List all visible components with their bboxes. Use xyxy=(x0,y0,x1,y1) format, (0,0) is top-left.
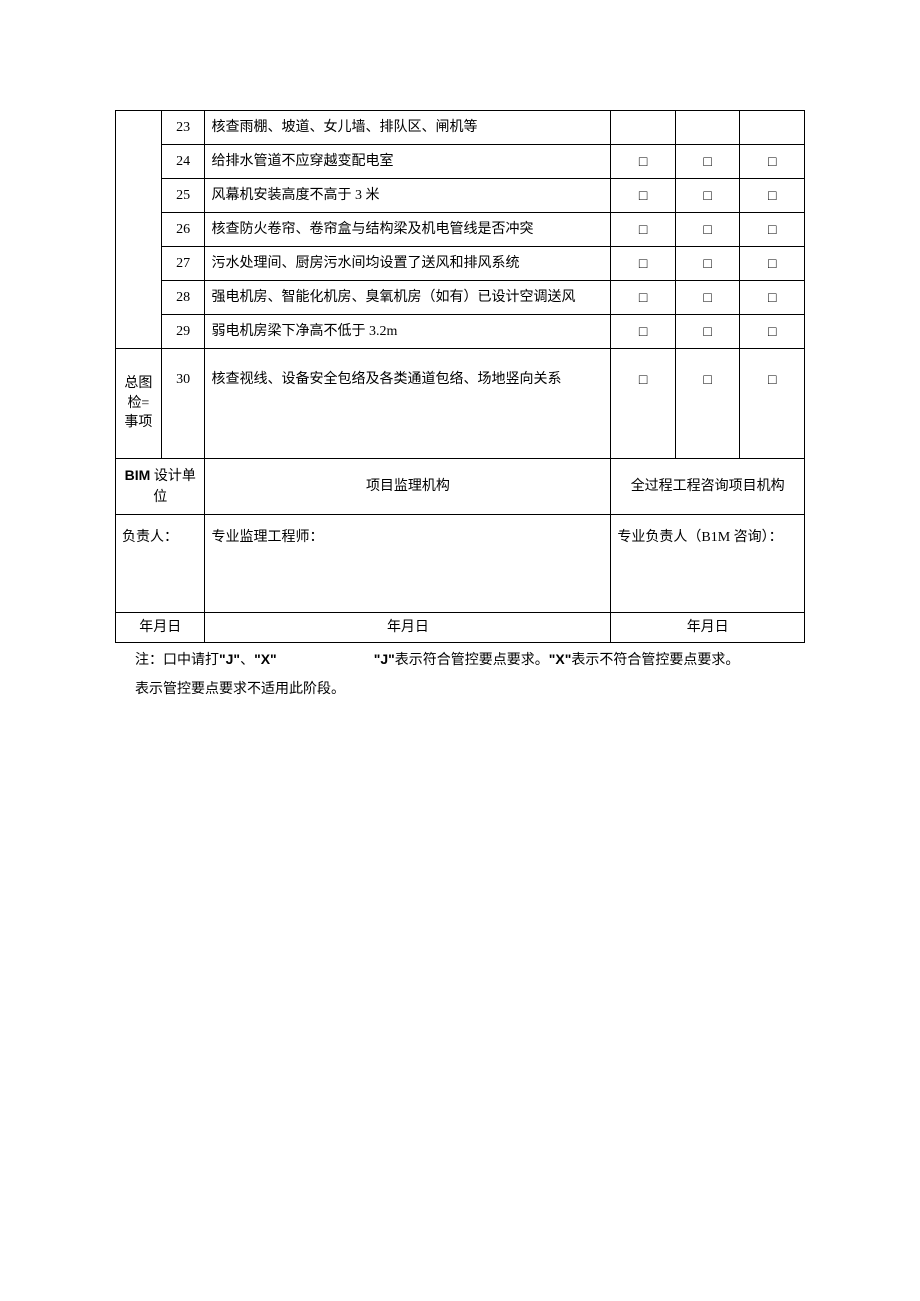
sig-consultant-label: 专业负责人（B1M 咨询）： xyxy=(617,527,798,548)
table-row: 23 核查雨棚、坡道、女儿墙、排队区、闸机等 xyxy=(116,111,805,145)
check-cell[interactable]: □ xyxy=(611,145,676,179)
category-line: 检= xyxy=(118,394,159,414)
check-cell[interactable]: □ xyxy=(740,247,805,281)
row-desc: 风幕机安装高度不高于 3 米 xyxy=(205,179,611,213)
check-cell[interactable]: □ xyxy=(675,145,740,179)
row-desc: 强电机房、智能化机房、臭氧机房（如有）已设计空调送风 xyxy=(205,281,611,315)
check-cell[interactable]: □ xyxy=(740,145,805,179)
row-desc: 核查视线、设备安全包络及各类通道包络、场地竖向关系 xyxy=(205,349,611,459)
sig-responsible-cell: 负责人： xyxy=(116,515,205,613)
check-cell[interactable]: □ xyxy=(611,315,676,349)
row-num: 23 xyxy=(161,111,205,145)
footnote-line2: 表示管控要点要求不适用此阶段。 xyxy=(115,677,805,702)
date-cell: 年月日 xyxy=(611,613,805,643)
row-num: 29 xyxy=(161,315,205,349)
check-cell[interactable]: □ xyxy=(740,315,805,349)
check-cell[interactable]: □ xyxy=(740,213,805,247)
sig-consultant-cell: 专业负责人（B1M 咨询）： xyxy=(611,515,805,613)
check-cell[interactable]: □ xyxy=(740,179,805,213)
header-supervision: 项目监理机构 xyxy=(205,459,611,515)
row-num: 30 xyxy=(161,349,205,459)
check-cell[interactable]: □ xyxy=(675,179,740,213)
date-cell: 年月日 xyxy=(116,613,205,643)
sig-engineer-label: 专业监理工程师： xyxy=(211,527,604,548)
row-num: 26 xyxy=(161,213,205,247)
row-desc: 给排水管道不应穿越变配电室 xyxy=(205,145,611,179)
signature-header-row: BIM 设计单位 项目监理机构 全过程工程咨询项目机构 xyxy=(116,459,805,515)
category-cell-empty xyxy=(116,111,162,349)
check-cell[interactable] xyxy=(611,111,676,145)
row-desc: 弱电机房梁下净高不低于 3.2m xyxy=(205,315,611,349)
check-cell[interactable]: □ xyxy=(675,247,740,281)
check-cell[interactable]: □ xyxy=(740,281,805,315)
sig-engineer-cell: 专业监理工程师： xyxy=(205,515,611,613)
date-row: 年月日 年月日 年月日 xyxy=(116,613,805,643)
table-row: 27 污水处理间、厨房污水间均设置了送风和排风系统 □ □ □ xyxy=(116,247,805,281)
row-num: 27 xyxy=(161,247,205,281)
row-desc: 核查防火卷帘、卷帘盒与结构梁及机电管线是否冲突 xyxy=(205,213,611,247)
row-desc: 污水处理间、厨房污水间均设置了送风和排风系统 xyxy=(205,247,611,281)
row-num: 24 xyxy=(161,145,205,179)
category-line: 事项 xyxy=(118,413,159,433)
check-cell[interactable]: □ xyxy=(611,349,676,459)
sig-responsible-label: 负责人： xyxy=(122,527,198,548)
header-bim: BIM 设计单位 xyxy=(116,459,205,515)
table-row: 28 强电机房、智能化机房、臭氧机房（如有）已设计空调送风 □ □ □ xyxy=(116,281,805,315)
signature-row: 负责人： 专业监理工程师： 专业负责人（B1M 咨询）： xyxy=(116,515,805,613)
check-cell[interactable]: □ xyxy=(740,349,805,459)
check-cell[interactable] xyxy=(740,111,805,145)
row-desc: 核查雨棚、坡道、女儿墙、排队区、闸机等 xyxy=(205,111,611,145)
check-cell[interactable]: □ xyxy=(611,213,676,247)
table-row: 26 核查防火卷帘、卷帘盒与结构梁及机电管线是否冲突 □ □ □ xyxy=(116,213,805,247)
table-row: 总图 检= 事项 30 核查视线、设备安全包络及各类通道包络、场地竖向关系 □ … xyxy=(116,349,805,459)
header-consulting: 全过程工程咨询项目机构 xyxy=(611,459,805,515)
check-cell[interactable]: □ xyxy=(611,179,676,213)
row-num: 28 xyxy=(161,281,205,315)
footnote-line1: 注：口中请打"J"、"X" "J"表示符合管控要点要求。"X"表示不符合管控要点… xyxy=(115,647,805,673)
check-cell[interactable]: □ xyxy=(675,315,740,349)
category-line: 总图 xyxy=(118,374,159,394)
row-num: 25 xyxy=(161,179,205,213)
table-row: 25 风幕机安装高度不高于 3 米 □ □ □ xyxy=(116,179,805,213)
category-cell: 总图 检= 事项 xyxy=(116,349,162,459)
check-cell[interactable]: □ xyxy=(611,247,676,281)
checklist-table: 23 核查雨棚、坡道、女儿墙、排队区、闸机等 24 给排水管道不应穿越变配电室 … xyxy=(115,110,805,643)
table-row: 29 弱电机房梁下净高不低于 3.2m □ □ □ xyxy=(116,315,805,349)
check-cell[interactable] xyxy=(675,111,740,145)
check-cell[interactable]: □ xyxy=(675,349,740,459)
check-cell[interactable]: □ xyxy=(675,281,740,315)
date-cell: 年月日 xyxy=(205,613,611,643)
check-cell[interactable]: □ xyxy=(675,213,740,247)
table-row: 24 给排水管道不应穿越变配电室 □ □ □ xyxy=(116,145,805,179)
check-cell[interactable]: □ xyxy=(611,281,676,315)
